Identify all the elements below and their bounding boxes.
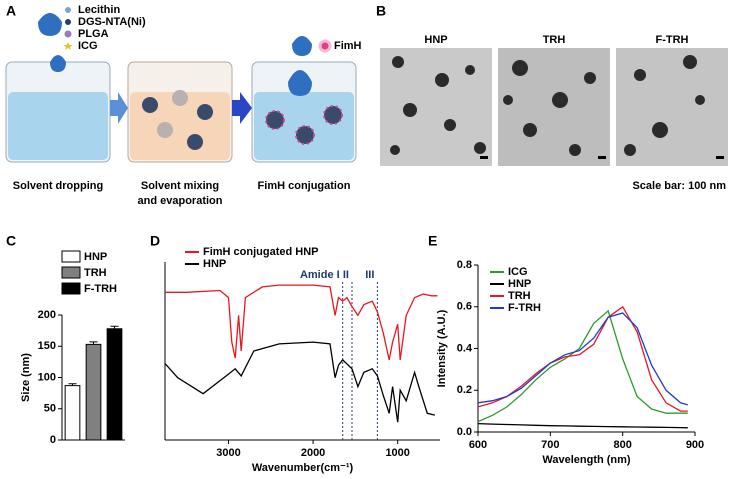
panel-label: A <box>6 3 16 19</box>
caption: Solvent dropping <box>13 180 103 192</box>
y-tick-label: 0.6 <box>457 301 472 313</box>
particle <box>323 105 343 125</box>
caption: Solvent mixing <box>141 180 219 192</box>
x-tick-label: 800 <box>613 439 631 451</box>
particle <box>142 97 158 113</box>
series-line <box>165 284 438 361</box>
y-axis-label: Size (nm) <box>20 353 32 402</box>
particle <box>197 104 213 120</box>
beakers: Solvent dropping Solvent mixing and evap… <box>5 55 357 207</box>
arrow <box>110 92 128 124</box>
particle <box>172 90 188 106</box>
bar <box>106 328 123 441</box>
y-tick-label: 50 <box>44 403 56 415</box>
y-tick-label: 0.0 <box>457 426 472 438</box>
series-line <box>164 341 436 423</box>
panel-label: D <box>150 233 160 249</box>
legend-label: HNP <box>508 278 531 290</box>
legend-label: F-TRH <box>84 283 117 295</box>
particle <box>157 122 173 138</box>
drop <box>288 70 312 96</box>
x-tick-label: 3000 <box>216 447 240 459</box>
panel-label: E <box>428 233 437 249</box>
drop <box>292 36 312 56</box>
legend-swatch <box>61 250 81 263</box>
legend-label: HNP <box>203 258 226 270</box>
y-axis-label: Intensity (A.U.) <box>436 309 448 387</box>
annotation-label: II <box>343 269 349 281</box>
image-label: F-TRH <box>656 34 689 46</box>
icon <box>65 7 71 13</box>
scale-bar <box>716 156 724 159</box>
y-tick-label: 200 <box>38 309 56 321</box>
y-tick-label: 0.4 <box>457 342 473 354</box>
icon <box>64 30 72 38</box>
particles <box>390 55 705 156</box>
legend-label: F-TRH <box>508 302 541 314</box>
legend-swatch <box>61 266 81 279</box>
x-tick-label: 700 <box>541 439 559 451</box>
x-tick-label: 1000 <box>385 447 409 459</box>
x-axis-label: Wavelength (nm) <box>542 454 631 466</box>
legend-swatch <box>61 282 81 295</box>
legend-label: HNP <box>84 251 107 263</box>
caption: FimH conjugation <box>258 180 351 192</box>
y-tick-label: 0 <box>50 434 56 446</box>
panel-label: C <box>6 233 16 249</box>
liquid <box>8 92 108 160</box>
legend-label: TRH <box>84 267 107 279</box>
y-tick-label: 0.8 <box>457 259 472 271</box>
particle <box>265 110 285 130</box>
legend-label: PLGA <box>78 28 109 40</box>
bar <box>64 385 81 441</box>
x-tick-label: 900 <box>686 439 704 451</box>
scale-bar <box>480 156 488 159</box>
image-label: TRH <box>543 34 566 46</box>
scale-note: Scale bar: 100 nm <box>632 180 726 192</box>
image-label: HNP <box>424 34 447 46</box>
annotation-label: III <box>365 269 374 281</box>
drop <box>50 55 66 72</box>
icon <box>318 39 332 53</box>
caption: and evaporation <box>138 195 223 207</box>
arrow <box>232 92 252 124</box>
scale-bar <box>598 156 606 159</box>
series-line <box>477 312 688 406</box>
legend-label: DGS-NTA(Ni) <box>78 16 146 28</box>
tem-images: HNP TRH F-TRH Scale bar: 100 nm <box>380 34 728 192</box>
series-line <box>477 309 688 423</box>
x-axis-label: Wavenumber(cm⁻¹) <box>252 462 354 474</box>
legend-label: FimH conjugated HNP <box>203 246 319 258</box>
particle <box>187 134 203 150</box>
drop <box>38 13 62 36</box>
materials-legend: Lecithin DGS-NTA(Ni) PLGA ICG FimH <box>38 4 362 56</box>
particle <box>295 125 315 145</box>
series-line <box>477 422 688 429</box>
x-tick-label: 600 <box>469 439 487 451</box>
legend-label: ICG <box>508 266 528 278</box>
fimh-label: FimH <box>334 40 362 52</box>
annotation-label: Amide I <box>300 269 340 281</box>
icon <box>65 19 71 25</box>
y-tick-label: 150 <box>38 340 56 352</box>
legend-label: Lecithin <box>78 4 120 16</box>
legend-label: ICG <box>78 40 98 52</box>
x-tick-label: 2000 <box>301 447 325 459</box>
series-line <box>477 305 688 412</box>
bar <box>85 343 102 441</box>
icon <box>63 42 73 50</box>
panel-label: B <box>376 3 386 19</box>
y-tick-label: 100 <box>38 371 56 383</box>
y-tick-label: 0.2 <box>457 384 472 396</box>
legend-label: TRH <box>508 290 531 302</box>
